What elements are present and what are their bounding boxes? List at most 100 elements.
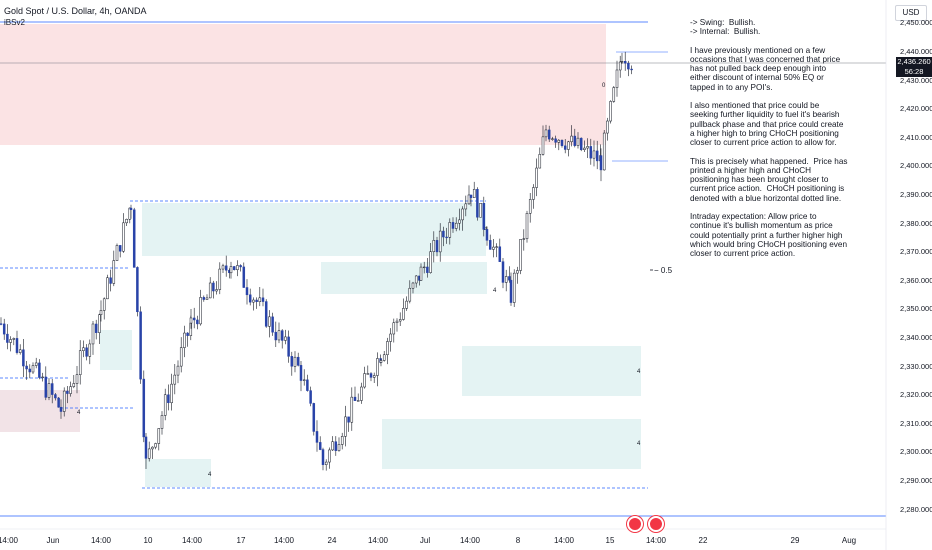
candle-body — [18, 349, 22, 353]
y-tick-label: 2,280.000 — [900, 504, 932, 514]
economic-event-icon[interactable] — [648, 516, 664, 532]
chart-title: Gold Spot / U.S. Dollar, 4h, OANDA — [4, 6, 147, 16]
candle-body — [563, 145, 567, 150]
candle-body — [353, 396, 357, 401]
last-price-box: 2,436.260 56:28 — [896, 57, 932, 77]
candle-body — [485, 229, 489, 241]
candle-body — [160, 415, 164, 429]
candle-body — [414, 275, 418, 284]
y-tick-label: 2,430.000 — [900, 75, 932, 85]
candle-body — [136, 267, 139, 313]
candle-body — [205, 297, 209, 300]
demand-zone-5 — [145, 459, 211, 487]
candle-body — [245, 287, 249, 296]
candle-body — [0, 323, 3, 325]
candle-body — [122, 222, 125, 252]
candle-body — [504, 276, 508, 283]
candle-body — [448, 222, 452, 238]
candle-body — [147, 448, 151, 459]
y-tick-label: 2,420.000 — [900, 104, 932, 114]
candle-body — [284, 336, 287, 341]
candle-body — [115, 245, 119, 261]
candle-body — [199, 297, 202, 325]
candle-body — [57, 397, 60, 408]
candle-body — [405, 300, 408, 309]
candle-body — [609, 101, 612, 122]
candle-body — [599, 155, 603, 171]
candle-body — [99, 310, 103, 316]
candle-body — [12, 338, 16, 340]
analysis-note: -> Swing: Bullish. -> Internal: Bullish.… — [690, 18, 848, 268]
x-tick-label: 17 — [236, 536, 246, 545]
candle-body — [461, 208, 464, 221]
candle-body — [512, 272, 516, 303]
candle-body — [274, 331, 278, 341]
candle-body — [75, 374, 79, 384]
candle-body — [242, 266, 246, 288]
candle-body — [467, 194, 471, 205]
candle-body — [232, 266, 236, 271]
candle-body — [98, 314, 101, 333]
candle-body — [309, 390, 312, 404]
candle-body — [170, 383, 173, 404]
currency-button[interactable]: USD — [895, 5, 927, 21]
y-tick-label: 2,380.000 — [900, 218, 932, 228]
candle-body — [264, 301, 268, 327]
candle-body — [41, 376, 44, 378]
candle-body — [464, 203, 468, 210]
candle-body — [567, 141, 570, 150]
candle-body — [189, 317, 193, 324]
candle-body — [389, 333, 392, 342]
candle-body — [54, 394, 57, 399]
candle-body — [438, 230, 442, 253]
candle-body — [476, 189, 479, 218]
candle-body — [627, 62, 630, 70]
candle-body — [82, 347, 85, 351]
candle-body — [422, 266, 426, 269]
candle-body — [221, 265, 225, 270]
candle-body — [340, 436, 344, 445]
candle-body — [129, 207, 133, 211]
candle-body — [25, 365, 28, 370]
candle-body — [395, 320, 399, 323]
candle-body — [28, 368, 32, 373]
candle-body — [88, 343, 92, 357]
candle-body — [112, 260, 116, 284]
candle-body — [125, 218, 128, 224]
candle-body — [91, 323, 95, 345]
note-paragraph: Intraday expectation: Allow price to con… — [690, 212, 850, 259]
y-tick-label: 2,370.000 — [900, 247, 932, 257]
candle-body — [306, 379, 309, 391]
candle-body — [139, 311, 142, 380]
candle-body — [586, 146, 589, 149]
y-tick-label: 2,340.000 — [900, 333, 932, 342]
candle-body — [509, 279, 513, 303]
zone-label: 4 — [493, 288, 497, 294]
candle-body — [488, 240, 492, 250]
candle-body — [482, 203, 486, 230]
x-tick-label: 14:00 — [181, 536, 203, 545]
candle-body — [344, 416, 347, 437]
y-tick-label: 2,390.000 — [900, 190, 932, 199]
candle-body — [167, 394, 170, 404]
candle-body — [347, 416, 350, 423]
candle-body — [498, 246, 502, 262]
indicator-label[interactable]: iBSv2 — [4, 18, 25, 27]
x-tick-label: 14:00 — [0, 536, 19, 545]
candle-body — [630, 68, 633, 71]
candle-body — [360, 386, 363, 401]
candle-body — [544, 129, 548, 138]
candle-body — [9, 339, 12, 343]
candle-body — [538, 154, 542, 169]
candle-body — [419, 266, 423, 281]
candle-body — [366, 373, 370, 375]
economic-event-icon[interactable] — [627, 516, 643, 532]
candle-body — [508, 276, 511, 281]
candle-body — [573, 135, 577, 146]
candle-body — [551, 138, 554, 140]
candle-body — [532, 187, 535, 200]
candle-body — [479, 203, 482, 218]
candle-body — [132, 209, 136, 268]
candle-body — [312, 403, 316, 432]
